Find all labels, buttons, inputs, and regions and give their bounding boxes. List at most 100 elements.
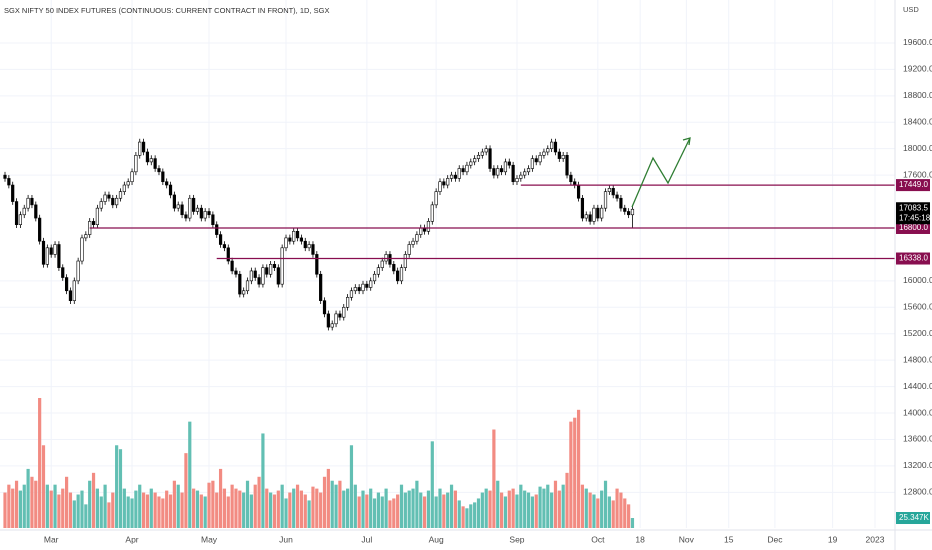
candle-body [334, 313, 338, 325]
volume-bar [299, 490, 304, 528]
volume-bar [107, 502, 111, 528]
volume-bar [72, 500, 76, 528]
candle-body [550, 141, 554, 149]
x-tick-label: Nov [679, 534, 695, 544]
candle-body [230, 260, 234, 272]
candle-body [322, 300, 327, 315]
volume-bar [538, 486, 542, 528]
candle-body [192, 197, 196, 212]
volume-bar [369, 488, 373, 528]
candle-body [357, 287, 361, 292]
volume-bar [603, 480, 608, 528]
level-label: 17449.0 [899, 180, 928, 189]
volume-bar [18, 490, 23, 528]
volume-bar [26, 468, 30, 528]
volume-bar [403, 492, 407, 528]
volume-bar [338, 480, 342, 528]
volume-bar [465, 508, 469, 528]
candle-body [576, 184, 581, 199]
volume-bar [14, 480, 19, 528]
candle-body [61, 267, 65, 278]
candle-body [257, 277, 261, 285]
volume-bar [272, 494, 277, 528]
candle-body [449, 174, 454, 179]
candle-body [442, 181, 446, 186]
level-badge [896, 179, 930, 192]
volume-bar [153, 492, 157, 528]
volume-bar [207, 482, 211, 528]
volume-bar [461, 506, 465, 528]
y-tick-label: 18000.0 [903, 143, 932, 153]
volume-bar [580, 484, 585, 528]
axis-layer: 19600.0 19200.0 18800.0 18400.0 18000.0 17600… [44, 37, 932, 544]
candle-body [569, 174, 573, 183]
volume-bar [11, 488, 15, 528]
candle-body [415, 234, 419, 242]
volume-bar [288, 492, 292, 528]
candle-body [157, 168, 161, 173]
candle-body [41, 240, 46, 265]
volume-bar [611, 500, 615, 528]
y-tick-label: 19200.0 [903, 64, 932, 74]
volume-bar [565, 472, 569, 528]
volume-bar [542, 488, 546, 528]
candle-body [284, 237, 288, 249]
volume-bar [199, 494, 203, 528]
candle-body [499, 168, 504, 173]
volume-bar [130, 498, 134, 528]
volume-bar [122, 488, 126, 528]
volume-bar [492, 429, 496, 528]
candle-body [172, 194, 176, 209]
level-label: 16800.0 [899, 223, 928, 232]
candle-body [511, 164, 515, 183]
candle-body [72, 280, 76, 301]
x-tick-label: Aug [429, 534, 444, 544]
candle-body [611, 188, 615, 196]
volume-bar [111, 492, 115, 528]
y-tick-label: 14400.0 [903, 381, 932, 391]
last-volume: 25.347K [899, 513, 929, 522]
candle-body [68, 290, 73, 301]
volume-bar [3, 492, 7, 528]
candle-body [473, 158, 477, 163]
x-tick-label: Oct [591, 534, 605, 544]
candle-body [627, 211, 631, 216]
volume-bar [22, 484, 26, 528]
candle-body [276, 267, 280, 285]
volume-bar [68, 492, 73, 528]
volume-bar [422, 496, 427, 528]
volume-bar [592, 494, 596, 528]
volume-bar [230, 484, 234, 528]
volume-bar [576, 409, 581, 528]
volume-bar [434, 496, 438, 528]
volume-bar [95, 488, 99, 528]
grid [0, 0, 895, 528]
volume-bar [45, 484, 49, 528]
volume-bar [226, 496, 230, 528]
volume-bar [346, 488, 350, 528]
y-tick-label: 13600.0 [903, 434, 932, 444]
volume-bar [176, 484, 180, 528]
currency: USD [903, 5, 919, 14]
candle-body [388, 254, 392, 265]
candle-body [496, 168, 500, 176]
volume-bar [195, 490, 200, 528]
volume-bar [507, 490, 511, 528]
volume-bar [141, 492, 146, 528]
candle-body [484, 148, 488, 153]
x-tick-label: Sep [509, 534, 524, 544]
candle-body [446, 178, 450, 186]
volume-bar [238, 490, 242, 528]
candle-body [95, 207, 99, 225]
volume-bar [234, 488, 238, 528]
volume-bar [165, 490, 169, 528]
candle-body [603, 191, 608, 209]
candle-body [272, 264, 277, 268]
y-tick-label: 12800.0 [903, 487, 932, 497]
candle-body [542, 151, 546, 156]
volume-bar [407, 490, 411, 528]
candle-body [619, 197, 623, 209]
volume-layer [3, 398, 635, 528]
x-tick-label: 19 [828, 534, 838, 544]
volume-bar [600, 490, 604, 528]
